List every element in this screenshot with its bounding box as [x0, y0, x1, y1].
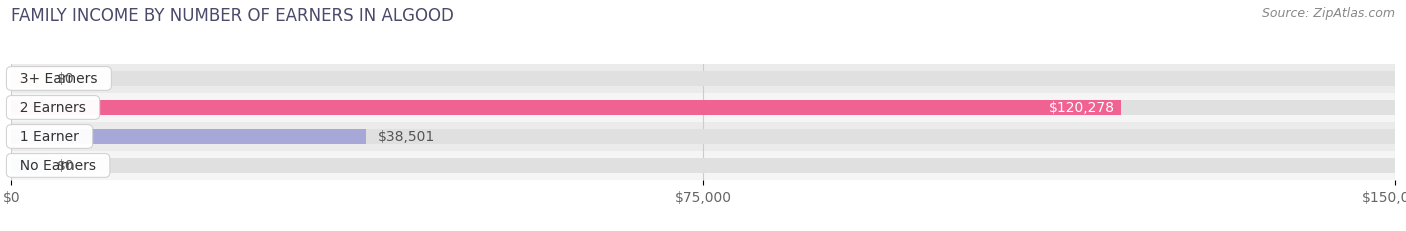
Text: $120,278: $120,278 — [1049, 101, 1115, 115]
Bar — [11, 100, 1121, 116]
Text: 1 Earner: 1 Earner — [11, 130, 87, 144]
Text: $0: $0 — [56, 159, 75, 173]
Text: $0: $0 — [56, 72, 75, 86]
Bar — [11, 72, 1395, 87]
Text: 2 Earners: 2 Earners — [11, 101, 94, 115]
Bar — [11, 158, 1395, 173]
Bar — [11, 158, 46, 173]
Text: No Earners: No Earners — [11, 159, 105, 173]
Text: FAMILY INCOME BY NUMBER OF EARNERS IN ALGOOD: FAMILY INCOME BY NUMBER OF EARNERS IN AL… — [11, 7, 454, 25]
Text: 3+ Earners: 3+ Earners — [11, 72, 107, 86]
Bar — [11, 94, 1395, 122]
Text: $38,501: $38,501 — [377, 130, 434, 144]
Bar — [11, 72, 46, 87]
Bar — [11, 122, 1395, 151]
Bar — [11, 151, 1395, 180]
Bar — [11, 65, 1395, 94]
Text: Source: ZipAtlas.com: Source: ZipAtlas.com — [1261, 7, 1395, 20]
Bar — [11, 129, 1395, 144]
Bar — [11, 129, 367, 144]
Bar — [11, 100, 1395, 116]
